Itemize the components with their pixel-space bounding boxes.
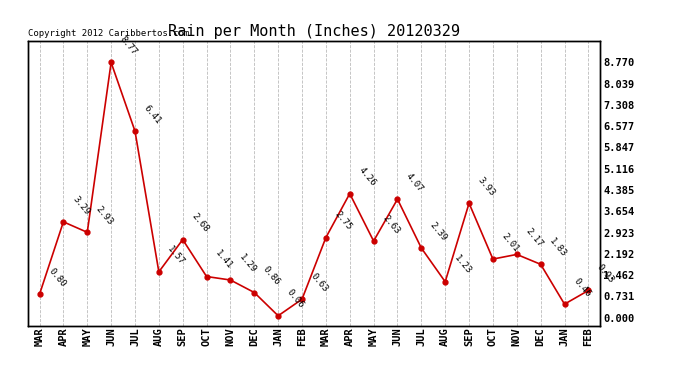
Text: 3.29: 3.29 <box>70 194 91 216</box>
Text: 2.63: 2.63 <box>381 213 402 236</box>
Text: 0.80: 0.80 <box>46 267 67 289</box>
Text: 2.39: 2.39 <box>428 220 449 243</box>
Text: 4.07: 4.07 <box>404 171 425 194</box>
Text: 1.23: 1.23 <box>452 254 473 276</box>
Text: 0.46: 0.46 <box>571 276 592 298</box>
Text: 0.86: 0.86 <box>262 265 282 287</box>
Text: 1.29: 1.29 <box>237 252 258 274</box>
Text: 4.26: 4.26 <box>357 166 377 188</box>
Text: 2.93: 2.93 <box>95 204 115 227</box>
Text: 0.63: 0.63 <box>309 272 330 294</box>
Text: 3.93: 3.93 <box>476 176 497 198</box>
Text: 1.57: 1.57 <box>166 244 186 266</box>
Title: Rain per Month (Inches) 20120329: Rain per Month (Inches) 20120329 <box>168 24 460 39</box>
Text: 1.41: 1.41 <box>213 249 234 271</box>
Text: 2.17: 2.17 <box>524 226 544 249</box>
Text: 2.01: 2.01 <box>500 231 520 254</box>
Text: Copyright 2012 Caribbertos.com: Copyright 2012 Caribbertos.com <box>28 29 189 38</box>
Text: 2.68: 2.68 <box>190 212 210 234</box>
Text: 0.93: 0.93 <box>595 262 616 285</box>
Text: 2.75: 2.75 <box>333 210 353 232</box>
Text: 0.06: 0.06 <box>285 288 306 310</box>
Text: 6.41: 6.41 <box>142 103 163 126</box>
Text: 8.77: 8.77 <box>118 34 139 57</box>
Text: 1.83: 1.83 <box>548 237 569 259</box>
